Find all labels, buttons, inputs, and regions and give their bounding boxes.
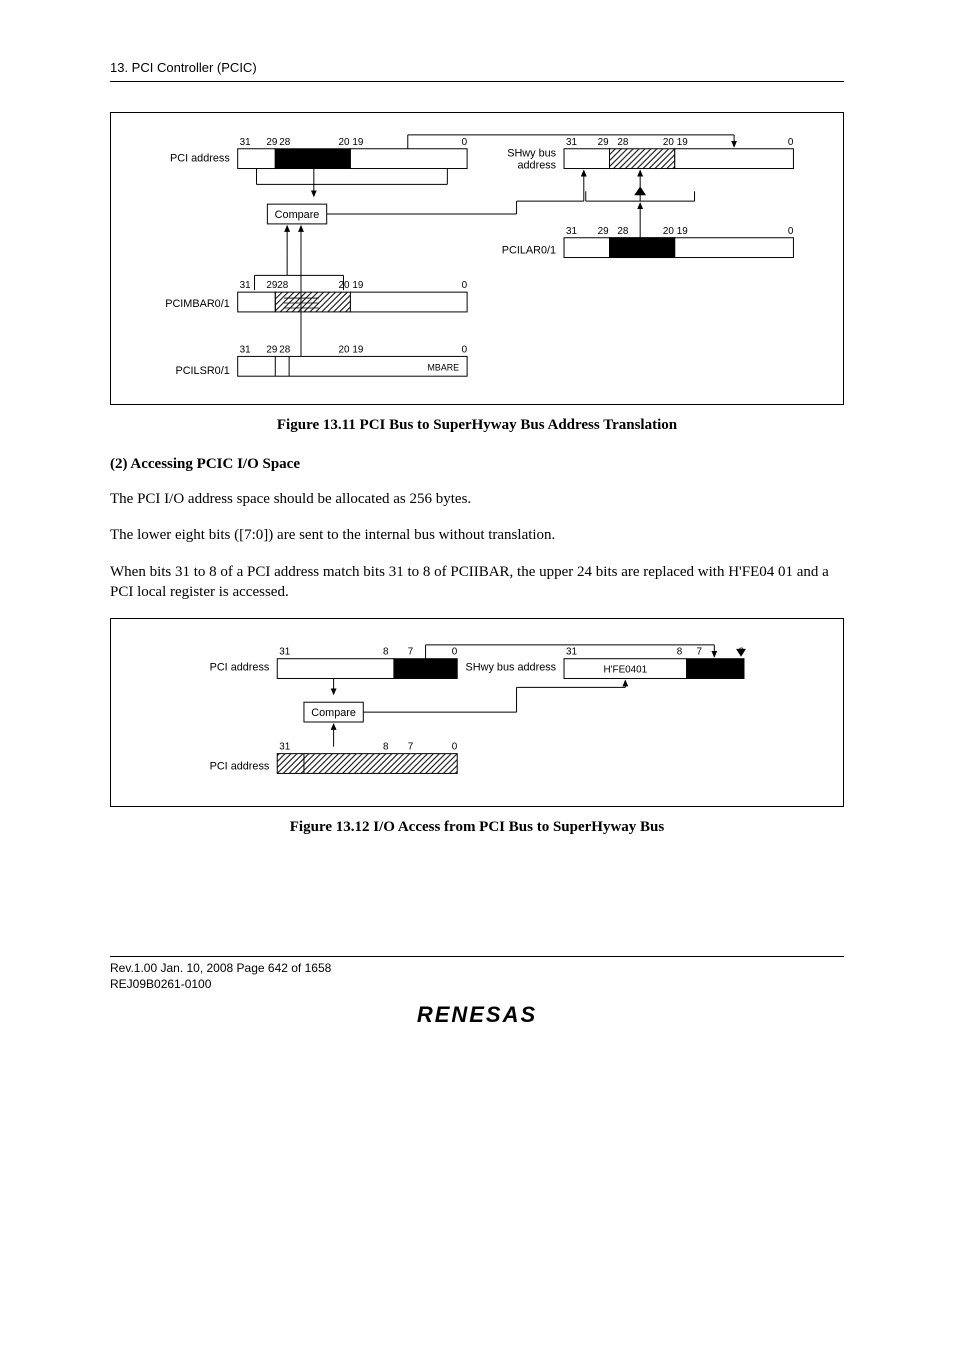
section-2-p3: When bits 31 to 8 of a PCI address match… [110,562,844,603]
svg-text:19: 19 [352,137,363,148]
figure-13-11-caption: Figure 13.11 PCI Bus to SuperHyway Bus A… [110,417,844,434]
svg-text:20: 20 [339,137,350,148]
svg-text:28: 28 [617,137,628,148]
svg-text:7: 7 [408,742,414,753]
section-header: 13. PCI Controller (PCIC) [110,60,844,75]
svg-text:19: 19 [352,280,363,291]
svg-text:8: 8 [383,742,389,753]
svg-text:7: 7 [697,647,703,658]
svg-text:address: address [517,160,556,172]
svg-text:19: 19 [677,137,688,148]
svg-text:20: 20 [663,137,674,148]
svg-text:0: 0 [452,742,458,753]
header-rule [110,81,844,82]
svg-text:7: 7 [408,647,414,658]
svg-text:0: 0 [788,226,794,237]
svg-text:31: 31 [566,137,577,148]
section-2-heading: (2) Accessing PCIC I/O Space [110,456,844,473]
svg-text:19: 19 [352,344,363,355]
svg-text:0: 0 [462,280,468,291]
figure-13-12-caption: Figure 13.12 I/O Access from PCI Bus to … [110,819,844,836]
svg-text:PCILAR0/1: PCILAR0/1 [502,245,556,257]
svg-text:19: 19 [677,226,688,237]
figure-13-11-svg: PCI address 31 29 28 20 19 0 Compare [121,127,833,389]
svg-text:PCI address: PCI address [210,761,270,773]
svg-text:31: 31 [240,344,251,355]
svg-text:0: 0 [788,137,794,148]
svg-text:31: 31 [279,647,290,658]
section-2-p1: The PCI I/O address space should be allo… [110,489,844,509]
svg-text:PCI address: PCI address [210,662,270,674]
svg-text:0: 0 [462,344,468,355]
svg-text:PCILSR0/1: PCILSR0/1 [175,365,229,377]
svg-text:28: 28 [279,344,290,355]
svg-text:29: 29 [266,137,277,148]
svg-text:31: 31 [279,742,290,753]
svg-text:SHwy bus address: SHwy bus address [466,662,557,674]
svg-text:28: 28 [277,280,288,291]
svg-text:28: 28 [279,137,290,148]
svg-text:20: 20 [339,344,350,355]
svg-text:28: 28 [617,226,628,237]
svg-text:PCI address: PCI address [170,153,230,165]
svg-text:PCIMBAR0/1: PCIMBAR0/1 [165,298,230,310]
footer-line-2: REJ09B0261-0100 [110,977,844,993]
svg-text:Compare: Compare [275,209,320,221]
renesas-logo: RENESAS [110,1002,844,1028]
svg-text:H'FE0401: H'FE0401 [604,665,648,676]
svg-text:0: 0 [452,647,458,658]
svg-text:8: 8 [677,647,683,658]
figure-13-12: PCI address 31 8 7 0 Compare PCI address… [110,618,844,807]
svg-text:31: 31 [566,226,577,237]
svg-text:29: 29 [598,226,609,237]
svg-text:31: 31 [566,647,577,658]
svg-text:29: 29 [266,280,277,291]
footer-line-1: Rev.1.00 Jan. 10, 2008 Page 642 of 1658 [110,961,844,977]
svg-text:MBARE: MBARE [428,362,460,372]
svg-text:31: 31 [240,137,251,148]
svg-text:29: 29 [266,344,277,355]
svg-text:SHwy bus: SHwy bus [507,148,556,160]
svg-text:31: 31 [240,280,251,291]
footer-rule [110,956,844,957]
svg-text:20: 20 [663,226,674,237]
figure-13-12-svg: PCI address 31 8 7 0 Compare PCI address… [121,633,833,791]
svg-text:Compare: Compare [311,707,356,719]
section-2-p2: The lower eight bits ([7:0]) are sent to… [110,525,844,545]
svg-text:8: 8 [383,647,389,658]
svg-text:20: 20 [339,280,350,291]
svg-text:0: 0 [462,137,468,148]
figure-13-11: PCI address 31 29 28 20 19 0 Compare [110,112,844,405]
svg-text:29: 29 [598,137,609,148]
